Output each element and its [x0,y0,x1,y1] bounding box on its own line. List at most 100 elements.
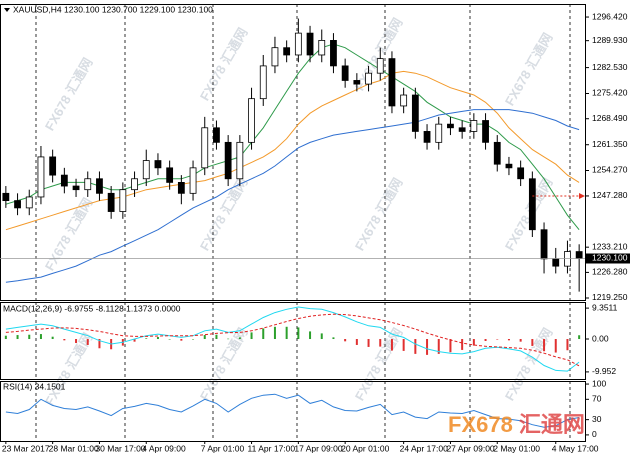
histogram-bar [519,339,522,342]
candle-body [271,47,279,67]
histogram-bar [16,335,19,340]
y-tick-label: 1254.270 [592,165,628,175]
histogram-bar [449,339,452,353]
indicator-line [5,109,580,283]
candle-body [248,98,255,143]
candle-body [236,141,244,180]
x-tick-label: 17 Apr 09:00 [294,443,342,453]
y-tick-label: 1289.930 [592,35,628,45]
candle-body [458,127,466,132]
histogram-bar [543,339,546,352]
y-tick-label: 70 [592,394,602,404]
candle-body [400,94,408,107]
y-tick-label: 1261.350 [592,139,628,149]
collapse-icon[interactable] [4,8,10,12]
x-tick-label: 4 Apr 09:00 [142,443,186,453]
panel-title: MACD(12,26,9) -6.9755 -8.1128 1.1373 0.0… [3,303,181,313]
histogram-bar [379,339,382,347]
candle-body [388,58,396,107]
candle-body [2,192,10,202]
candle-body [294,32,302,56]
candle-body [14,200,21,209]
y-tick-label: 0 [592,429,597,439]
panel-title: RSI(14) 34.1501 [3,381,66,391]
candle-body [154,160,162,169]
panel-frame [0,302,586,380]
candle-body [306,32,314,56]
candle-body [528,178,536,231]
histogram-bar [332,337,335,340]
histogram-bar [238,337,241,340]
histogram-bar [63,339,66,341]
candle-body [49,156,57,176]
candle-body [376,58,384,74]
indicator-line [5,393,580,428]
candle-body [517,167,525,180]
histogram-bar [180,339,183,341]
x-tick-label: 23 Mar 2017 [2,443,50,453]
y-tick-label: 9.3511 [592,302,618,312]
histogram-bar [437,339,440,354]
candle-body [341,65,349,81]
histogram-bar [402,339,405,351]
candle-body [72,185,80,191]
histogram-bar [28,334,31,340]
histogram-bar [344,339,347,342]
histogram-bar [51,336,54,340]
histogram-bar [566,339,569,351]
candle-body [283,47,291,56]
candle-body [84,178,92,191]
indicator-line [5,306,580,372]
histogram-bar [86,339,89,345]
y-tick-label: 1226.280 [592,267,628,277]
x-tick-label: 20 Apr 01:00 [341,443,389,453]
histogram-bar [531,339,534,346]
candle-body [96,178,103,194]
candle-body [25,196,33,209]
histogram-bar [145,338,148,340]
candle-body [470,120,478,132]
histogram-bar [355,339,358,345]
histogram-bar [250,332,253,340]
histogram-bar [98,339,101,349]
histogram-bar [156,337,159,340]
histogram-bar [554,339,557,353]
candle-body [447,123,454,129]
panel-frame [0,4,586,301]
candle-body [131,178,138,191]
brand-logo-latin: FX678 [448,412,513,437]
histogram-bar [273,326,276,340]
histogram-bar [472,339,475,346]
x-tick-label: 7 Apr 01:00 [201,443,245,453]
histogram-bar [507,339,510,341]
candle-body [166,167,174,183]
y-tick-label: 30 [592,414,602,424]
candle-body [107,192,115,212]
candle-body [224,141,232,180]
histogram-bar [203,335,206,340]
candle-body [259,65,267,100]
histogram-bar [192,339,195,340]
candle-body [330,40,337,67]
candle-body [575,251,583,259]
alert-arrow [579,192,585,199]
price-label-box [586,253,630,264]
histogram-bar [320,333,323,340]
candle-body [411,94,419,132]
histogram-bar [4,335,7,340]
candle-body [435,123,443,143]
panel-title: XAUUSD,H4 1230.100 1230.700 1229.100 123… [13,4,213,14]
x-tick-label: 2 May 01:00 [493,443,540,453]
histogram-bar [390,339,393,351]
histogram-bar [297,327,300,340]
candle-body [423,131,431,143]
y-tick-label: 1233.210 [592,241,628,251]
candle-body [540,229,548,260]
candle-body [119,189,127,212]
indicator-line [5,313,580,367]
indicator-line [5,70,580,231]
y-tick-label: 1247.280 [592,190,628,200]
y-tick-label: 1219.250 [592,292,628,302]
candle-body [201,127,209,169]
